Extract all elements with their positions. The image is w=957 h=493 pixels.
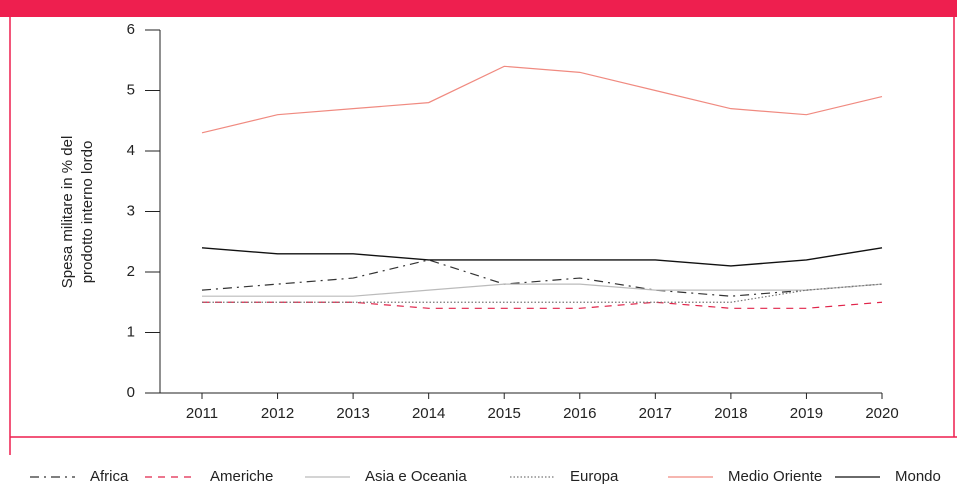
x-tick-label: 2012 bbox=[261, 405, 294, 422]
y-axis-label: prodotto interno lordo bbox=[79, 141, 96, 284]
y-tick-label: 0 bbox=[127, 384, 135, 401]
y-tick-label: 5 bbox=[127, 81, 135, 98]
x-tick-label: 2016 bbox=[563, 405, 596, 422]
legend-label: Americhe bbox=[210, 468, 273, 485]
legend-label: Mondo bbox=[895, 468, 941, 485]
y-tick-label: 6 bbox=[127, 21, 135, 38]
series-line bbox=[201, 259, 883, 297]
legend-label: Europa bbox=[570, 468, 619, 485]
series-line bbox=[201, 247, 883, 267]
x-tick-label: 2018 bbox=[714, 405, 747, 422]
series-line bbox=[202, 301, 883, 309]
series-line bbox=[201, 65, 883, 134]
x-tick-label: 2020 bbox=[865, 405, 898, 422]
legend-label: Africa bbox=[90, 468, 129, 485]
y-tick-label: 4 bbox=[127, 142, 135, 159]
legend-label: Medio Oriente bbox=[728, 468, 822, 485]
x-tick-label: 2019 bbox=[790, 405, 823, 422]
y-tick-label: 1 bbox=[127, 323, 135, 340]
y-tick-label: 2 bbox=[127, 263, 135, 280]
x-tick-label: 2015 bbox=[488, 405, 521, 422]
y-axis-label: Spesa militare in % del bbox=[59, 136, 76, 289]
top-band bbox=[0, 0, 957, 17]
series-line bbox=[202, 283, 883, 303]
x-tick-label: 2017 bbox=[639, 405, 672, 422]
x-tick-label: 2013 bbox=[336, 405, 369, 422]
x-tick-label: 2014 bbox=[412, 405, 445, 422]
x-tick-label: 2011 bbox=[186, 405, 218, 422]
series-line bbox=[202, 283, 883, 297]
y-tick-label: 3 bbox=[127, 202, 135, 219]
legend-label: Asia e Oceania bbox=[365, 468, 467, 485]
